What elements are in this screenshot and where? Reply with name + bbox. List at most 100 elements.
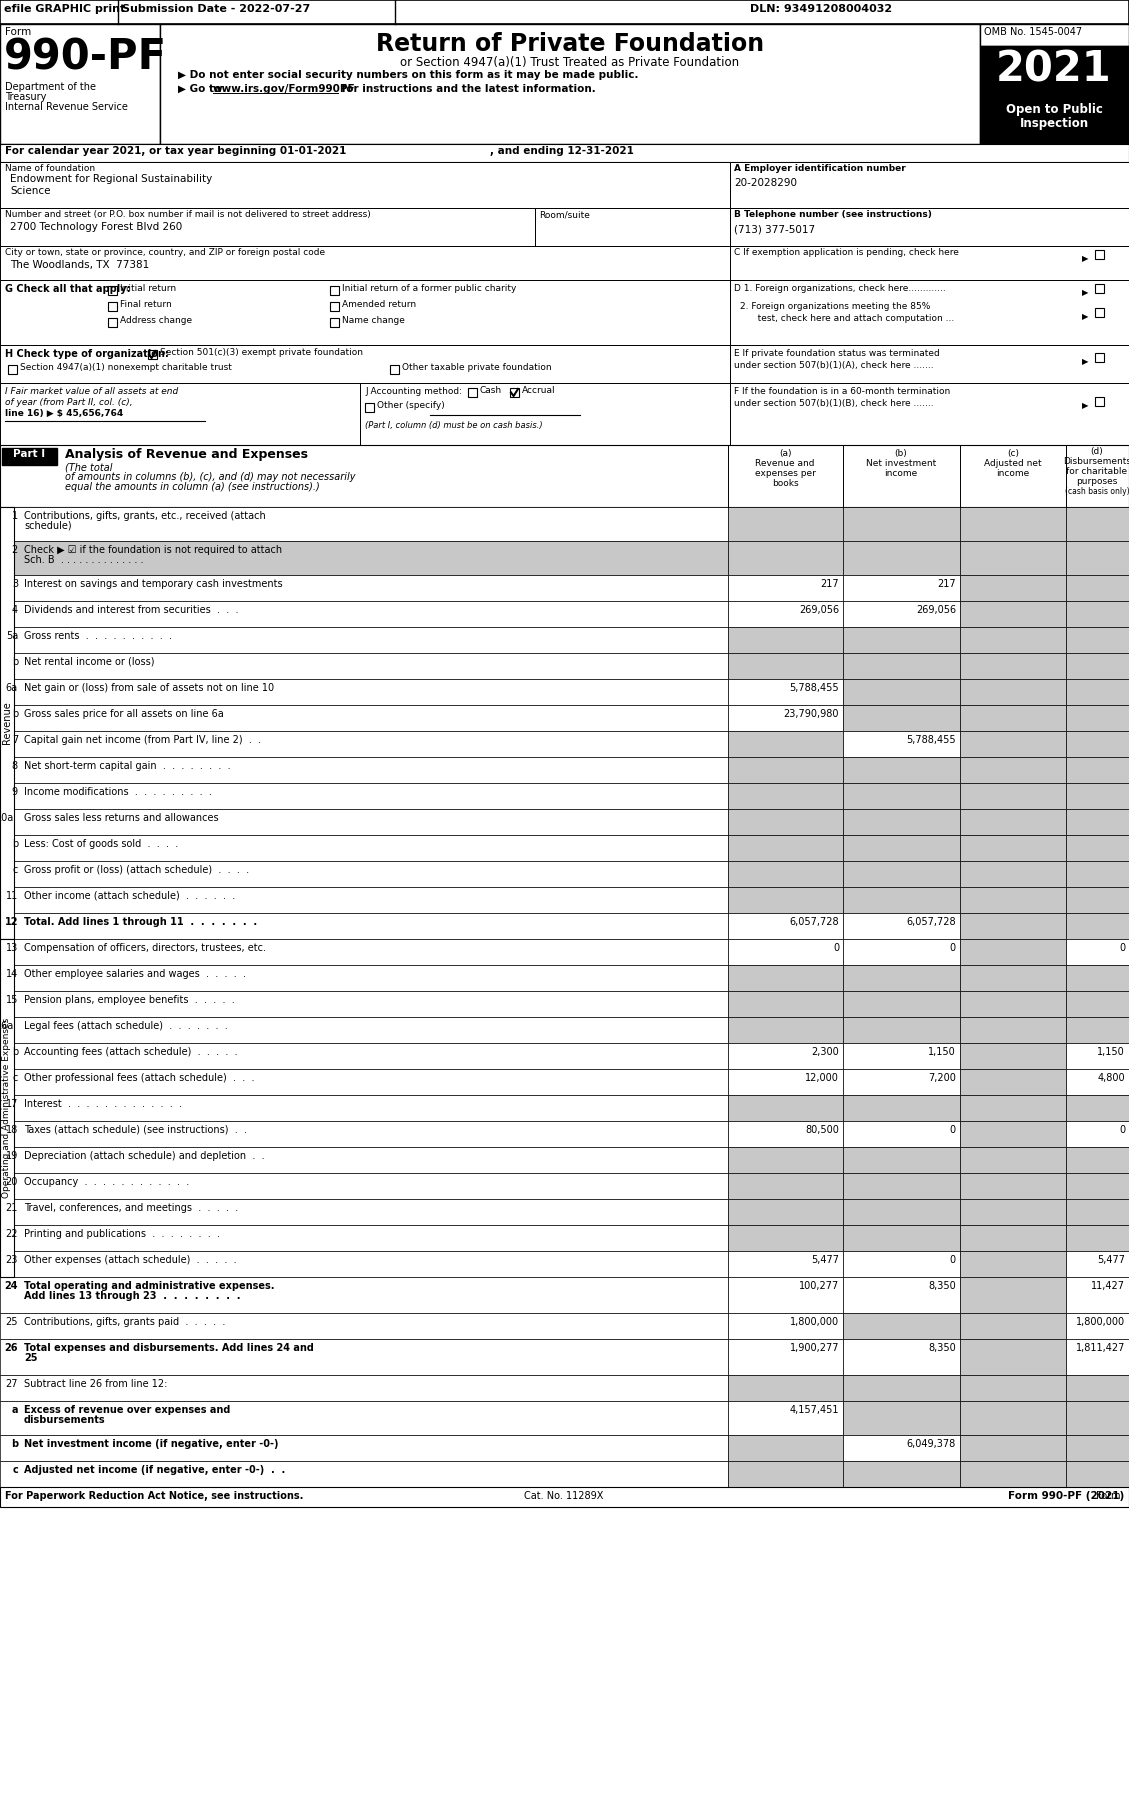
Bar [108, 302, 117, 311]
Text: 8,350: 8,350 [928, 1280, 956, 1291]
Bar [728, 1224, 843, 1251]
Text: G Check all that apply:: G Check all that apply: [5, 284, 131, 295]
Bar [730, 280, 1129, 345]
Text: Capital gain net income (from Part IV, line 2)  .  .: Capital gain net income (from Part IV, l… [24, 735, 261, 744]
Text: Travel, conferences, and meetings  .  .  .  .  .: Travel, conferences, and meetings . . . … [24, 1203, 238, 1214]
Bar [960, 991, 1066, 1018]
Text: Add lines 13 through 23  .  .  .  .  .  .  .  .: Add lines 13 through 23 . . . . . . . . [24, 1291, 240, 1302]
Bar [0, 1375, 728, 1401]
Text: for instructions and the latest information.: for instructions and the latest informat… [338, 85, 596, 93]
Text: Net rental income or (loss): Net rental income or (loss) [24, 656, 155, 667]
Text: 5,788,455: 5,788,455 [789, 683, 839, 692]
Bar [0, 1043, 728, 1070]
Bar [1066, 1277, 1129, 1313]
Text: Other employee salaries and wages  .  .  .  .  .: Other employee salaries and wages . . . … [24, 969, 246, 978]
Text: Taxes (attach schedule) (see instructions)  .  .: Taxes (attach schedule) (see instruction… [24, 1126, 247, 1135]
Text: Section 4947(a)(1) nonexempt charitable trust: Section 4947(a)(1) nonexempt charitable … [20, 363, 231, 372]
Bar [728, 680, 843, 705]
Bar [960, 628, 1066, 653]
Text: 15: 15 [6, 994, 18, 1005]
Text: Depreciation (attach schedule) and depletion  .  .: Depreciation (attach schedule) and deple… [24, 1151, 264, 1162]
Bar [843, 1224, 960, 1251]
Text: Net gain or (loss) from sale of assets not on line 10: Net gain or (loss) from sale of assets n… [24, 683, 274, 692]
Bar [1066, 834, 1129, 861]
Text: 9: 9 [12, 788, 18, 797]
Text: (c): (c) [1007, 450, 1019, 458]
Bar [960, 757, 1066, 782]
Text: Treasury: Treasury [5, 92, 46, 102]
Text: Number and street (or P.O. box number if mail is not delivered to street address: Number and street (or P.O. box number if… [5, 210, 370, 219]
Text: (The total: (The total [65, 462, 113, 473]
Bar [0, 23, 160, 144]
Bar [960, 1043, 1066, 1070]
Bar [365, 403, 374, 412]
Text: Section 501(c)(3) exempt private foundation: Section 501(c)(3) exempt private foundat… [160, 349, 364, 358]
Bar [728, 601, 843, 628]
Text: Subtract line 26 from line 12:: Subtract line 26 from line 12: [24, 1379, 167, 1390]
Bar [1066, 507, 1129, 541]
Text: www.irs.gov/Form990PF: www.irs.gov/Form990PF [213, 85, 356, 93]
Bar [728, 1435, 843, 1462]
Text: 1,811,427: 1,811,427 [1076, 1343, 1124, 1354]
Bar [0, 1487, 1129, 1507]
Bar [728, 1313, 843, 1340]
Text: Part I: Part I [12, 450, 45, 458]
Text: 11,427: 11,427 [1091, 1280, 1124, 1291]
Bar [728, 653, 843, 680]
Text: 2021: 2021 [996, 49, 1112, 90]
Bar [728, 705, 843, 732]
Text: Initial return: Initial return [120, 284, 176, 293]
Bar [980, 23, 1129, 47]
Bar [843, 1199, 960, 1224]
Bar [0, 280, 730, 345]
Bar [843, 653, 960, 680]
Bar [510, 388, 519, 397]
Text: 14: 14 [6, 969, 18, 978]
Text: 80,500: 80,500 [805, 1126, 839, 1135]
Bar [1095, 307, 1104, 316]
Text: expenses per: expenses per [754, 469, 815, 478]
Bar [843, 1018, 960, 1043]
Bar [0, 1095, 728, 1120]
Bar [1066, 1043, 1129, 1070]
Bar [1066, 1120, 1129, 1147]
Bar [1066, 886, 1129, 913]
Text: a: a [11, 1404, 18, 1415]
Bar [1066, 1462, 1129, 1487]
Bar [1095, 352, 1104, 361]
Text: Compensation of officers, directors, trustees, etc.: Compensation of officers, directors, tru… [24, 942, 266, 953]
Bar [843, 966, 960, 991]
Bar [0, 834, 728, 861]
Bar [960, 1340, 1066, 1375]
Bar [1066, 1251, 1129, 1277]
Bar [843, 601, 960, 628]
Text: Total operating and administrative expenses.: Total operating and administrative expen… [24, 1280, 274, 1291]
Bar [960, 782, 1066, 809]
Text: 17: 17 [6, 1099, 18, 1109]
Text: 4: 4 [12, 604, 18, 615]
Text: Cat. No. 11289X: Cat. No. 11289X [524, 1491, 604, 1501]
Text: Total. Add lines 1 through 11  .  .  .  .  .  .  .: Total. Add lines 1 through 11 . . . . . … [24, 917, 257, 928]
Bar [730, 209, 1129, 246]
Text: 990-PF: 990-PF [5, 36, 167, 77]
Bar [843, 1251, 960, 1277]
Text: 5,477: 5,477 [811, 1255, 839, 1266]
Text: (Part I, column (d) must be on cash basis.): (Part I, column (d) must be on cash basi… [365, 421, 543, 430]
Text: DLN: 93491208004032: DLN: 93491208004032 [750, 4, 892, 14]
Bar [843, 757, 960, 782]
Text: or Section 4947(a)(1) Trust Treated as Private Foundation: or Section 4947(a)(1) Trust Treated as P… [401, 56, 739, 68]
Bar [0, 1340, 728, 1375]
Bar [1066, 809, 1129, 834]
Text: 0: 0 [1119, 942, 1124, 953]
Text: (b): (b) [894, 450, 908, 458]
Bar [960, 1172, 1066, 1199]
Text: 7: 7 [11, 735, 18, 744]
Bar [330, 318, 339, 327]
Text: disbursements: disbursements [24, 1415, 106, 1426]
Text: D 1. Foreign organizations, check here.............: D 1. Foreign organizations, check here..… [734, 284, 946, 293]
Bar [0, 1070, 728, 1095]
Text: Excess of revenue over expenses and: Excess of revenue over expenses and [24, 1404, 230, 1415]
Bar [843, 1435, 960, 1462]
Bar [160, 23, 980, 144]
Bar [960, 1018, 1066, 1043]
